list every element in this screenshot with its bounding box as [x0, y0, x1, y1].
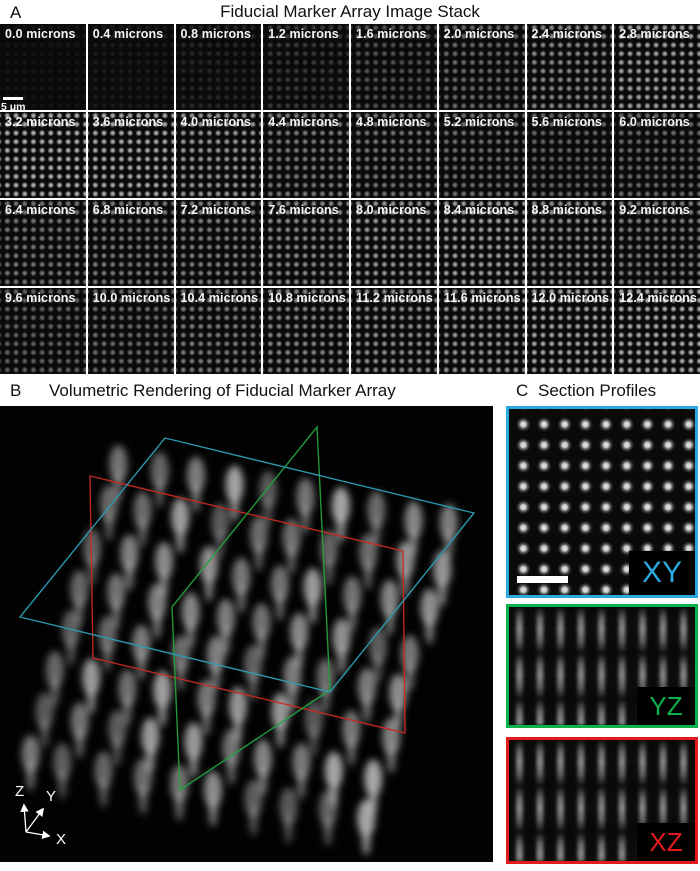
stack-slice: 12.4 microns: [614, 288, 700, 374]
slice-depth-label: 4.8 microns: [356, 115, 427, 129]
stack-slice: 9.6 microns: [0, 288, 86, 374]
stack-slice: 2.4 microns: [526, 24, 613, 110]
section-label-yz: YZ: [637, 687, 695, 725]
image-stack-grid: 0.0 microns 5 μm 0.4 microns 0.8 microns 1.2…: [0, 24, 700, 374]
panel-b-letter: B: [10, 381, 22, 400]
stack-slice: 5.6 microns: [526, 112, 613, 198]
slice-depth-label: 6.8 microns: [92, 203, 164, 217]
section-label-xy: XY: [629, 551, 695, 595]
stack-slice: 10.0 microns: [87, 288, 174, 374]
section-label-xz: XZ: [637, 823, 695, 861]
slice-depth-label: 5.6 microns: [531, 115, 603, 129]
stack-slice: 12.0 microns: [526, 288, 613, 374]
panel-a-letter: A: [10, 3, 22, 22]
panel-a-title: Fiducial Marker Array Image Stack: [220, 2, 480, 21]
slice-depth-label: 9.6 microns: [5, 291, 76, 305]
stack-slice: 0.8 microns: [175, 24, 262, 110]
slice-depth-label: 1.2 microns: [268, 27, 339, 41]
axis-label-z: Z: [15, 783, 24, 800]
slice-depth-label: 7.6 microns: [268, 203, 339, 217]
stack-slice: 2.8 microns: [614, 24, 700, 110]
stack-slice: 6.0 microns: [614, 112, 700, 198]
axis-label-y: Y: [46, 788, 56, 805]
stack-slice: 6.8 microns: [87, 200, 174, 286]
stack-slice: 4.4 microns: [263, 112, 349, 198]
panel-b-title: Volumetric Rendering of Fiducial Marker …: [49, 381, 396, 400]
slice-depth-label: 12.0 microns: [531, 291, 610, 305]
stack-slice: 11.6 microns: [438, 288, 525, 374]
slice-depth-label: 8.4 microns: [443, 203, 515, 217]
slice-depth-label: 8.8 microns: [531, 203, 603, 217]
slice-depth-label: 10.8 microns: [268, 291, 346, 305]
stack-slice: 8.4 microns: [438, 200, 525, 286]
slice-depth-label: 11.6 microns: [443, 291, 521, 305]
stack-slice: 5.2 microns: [438, 112, 525, 198]
stack-slice: 3.2 microns: [0, 112, 86, 198]
slice-depth-label: 0.8 microns: [180, 27, 252, 41]
slice-depth-label: 10.0 microns: [92, 291, 171, 305]
section-yz: YZ: [506, 604, 698, 728]
slice-depth-label: 0.4 microns: [92, 27, 164, 41]
volume-background: [0, 406, 493, 862]
volumetric-rendering: Z Y X: [0, 406, 493, 862]
stack-slice: 0.4 microns: [87, 24, 174, 110]
yz-plane-outline: [171, 425, 331, 792]
stack-slice: 0.0 microns 5 μm: [0, 24, 86, 113]
stack-slice: 4.0 microns: [175, 112, 262, 198]
slice-depth-label: 1.6 microns: [356, 27, 427, 41]
section-xy: XY: [506, 406, 698, 598]
slice-depth-label: 12.4 microns: [619, 291, 697, 305]
slice-depth-label: 2.4 microns: [531, 27, 603, 41]
slice-depth-label: 10.4 microns: [180, 291, 259, 305]
slice-depth-label: 4.0 microns: [180, 115, 252, 129]
slice-depth-label: 5.2 microns: [443, 115, 515, 129]
slice-depth-label: 6.0 microns: [619, 115, 690, 129]
panel-c-title: Section Profiles: [538, 381, 657, 400]
stack-slice: 10.4 microns: [175, 288, 262, 374]
axis-indicator: [20, 803, 51, 840]
slice-depth-label: 8.0 microns: [356, 203, 427, 217]
slice-depth-label: 9.2 microns: [619, 203, 690, 217]
stack-slice: 11.2 microns: [351, 288, 437, 374]
panel-c-letter: C: [516, 381, 529, 400]
slice-depth-label: 0.0 microns: [5, 27, 76, 41]
slice-depth-label: 2.8 microns: [619, 27, 690, 41]
axis-label-x: X: [56, 831, 66, 848]
xy-scale-bar: [517, 576, 568, 583]
stack-slice: 6.4 microns: [0, 200, 86, 286]
stack-slice: 2.0 microns: [438, 24, 525, 110]
stack-slice: 4.8 microns: [351, 112, 437, 198]
stack-slice: 8.8 microns: [526, 200, 613, 286]
stack-slice: 1.6 microns: [351, 24, 437, 110]
stack-slice: 10.8 microns: [263, 288, 349, 374]
slice-depth-label: 3.6 microns: [92, 115, 164, 129]
slice-depth-label: 2.0 microns: [443, 27, 515, 41]
scale-bar-label: 5 μm: [1, 101, 26, 113]
stack-slice: 3.6 microns: [87, 112, 174, 198]
xz-plane-outline: [89, 475, 406, 734]
stack-slice: 8.0 microns: [351, 200, 437, 286]
stack-slice: 9.2 microns: [614, 200, 700, 286]
slice-depth-label: 6.4 microns: [5, 203, 76, 217]
section-xz: XZ: [506, 737, 698, 864]
scale-bar: [3, 97, 23, 100]
slice-depth-label: 3.2 microns: [5, 115, 76, 129]
stack-slice: 7.2 microns: [175, 200, 262, 286]
stack-slice: 1.2 microns: [263, 24, 349, 110]
stack-slice: 7.6 microns: [263, 200, 349, 286]
volume-render-svg: Z Y X: [0, 406, 493, 862]
slice-depth-label: 11.2 microns: [356, 291, 433, 305]
slice-depth-label: 7.2 microns: [180, 203, 252, 217]
xy-plane-outline: [18, 437, 476, 693]
slice-depth-label: 4.4 microns: [268, 115, 339, 129]
